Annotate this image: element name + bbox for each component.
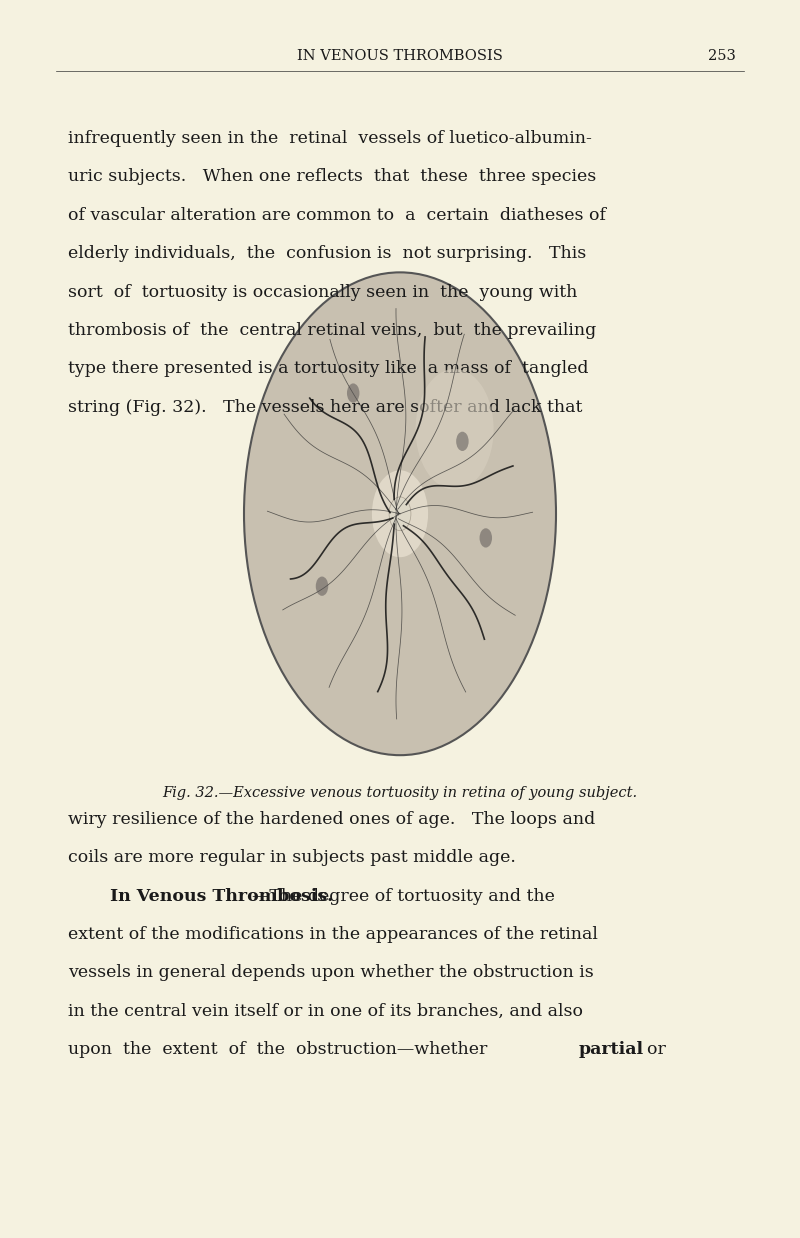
Text: string (Fig. 32).   The vessels here are softer and lack that: string (Fig. 32). The vessels here are s… (68, 399, 582, 416)
Text: thrombosis of  the  central retinal veins,  but  the prevailing: thrombosis of the central retinal veins,… (68, 322, 596, 339)
Circle shape (316, 577, 328, 595)
Text: In Venous Thrombosis.: In Venous Thrombosis. (110, 888, 333, 905)
Text: —The degree of tortuosity and the: —The degree of tortuosity and the (252, 888, 555, 905)
Text: of vascular alteration are common to  a  certain  diatheses of: of vascular alteration are common to a c… (68, 207, 606, 224)
Text: in the central vein itself or in one of its branches, and also: in the central vein itself or in one of … (68, 1003, 583, 1020)
Circle shape (479, 529, 492, 547)
Text: 253: 253 (708, 48, 736, 63)
Text: upon  the  extent  of  the  obstruction—whether: upon the extent of the obstruction—wheth… (68, 1041, 498, 1058)
Text: or: or (636, 1041, 666, 1058)
Text: Fig. 32.—Excessive venous tortuosity in retina of young subject.: Fig. 32.—Excessive venous tortuosity in … (162, 786, 638, 800)
Circle shape (347, 384, 359, 402)
Circle shape (416, 369, 494, 490)
Text: extent of the modifications in the appearances of the retinal: extent of the modifications in the appea… (68, 926, 598, 943)
Circle shape (389, 496, 411, 531)
Text: partial: partial (578, 1041, 643, 1058)
Circle shape (372, 470, 428, 557)
Text: elderly individuals,  the  confusion is  not surprising.   This: elderly individuals, the confusion is no… (68, 245, 586, 262)
Text: uric subjects.   When one reflects  that  these  three species: uric subjects. When one reflects that th… (68, 168, 596, 186)
Text: vessels in general depends upon whether the obstruction is: vessels in general depends upon whether … (68, 964, 594, 982)
Text: coils are more regular in subjects past middle age.: coils are more regular in subjects past … (68, 849, 516, 867)
Circle shape (456, 432, 469, 451)
Text: wiry resilience of the hardened ones of age.   The loops and: wiry resilience of the hardened ones of … (68, 811, 595, 828)
Circle shape (244, 272, 556, 755)
Text: sort  of  tortuosity is occasionally seen in  the  young with: sort of tortuosity is occasionally seen … (68, 284, 578, 301)
Text: type there presented is a tortuosity like  a mass of  tangled: type there presented is a tortuosity lik… (68, 360, 589, 378)
Text: IN VENOUS THROMBOSIS: IN VENOUS THROMBOSIS (297, 48, 503, 63)
Text: infrequently seen in the  retinal  vessels of luetico-albumin-: infrequently seen in the retinal vessels… (68, 130, 592, 147)
